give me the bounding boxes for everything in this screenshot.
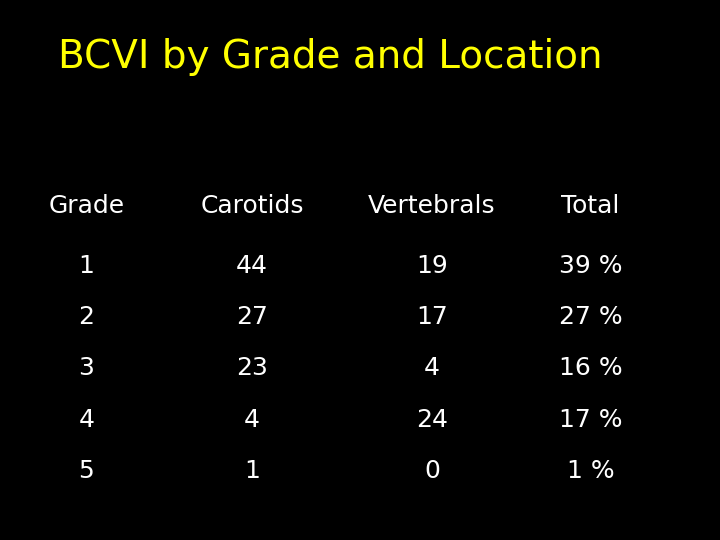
Text: 19: 19 <box>416 254 448 278</box>
Text: 39 %: 39 % <box>559 254 622 278</box>
Text: 17 %: 17 % <box>559 408 622 431</box>
Text: Carotids: Carotids <box>200 194 304 218</box>
Text: 23: 23 <box>236 356 268 380</box>
Text: 44: 44 <box>236 254 268 278</box>
Text: Total: Total <box>561 194 620 218</box>
Text: 1: 1 <box>244 459 260 483</box>
Text: 27 %: 27 % <box>559 305 622 329</box>
Text: 2: 2 <box>78 305 94 329</box>
Text: Grade: Grade <box>48 194 125 218</box>
Text: 1 %: 1 % <box>567 459 614 483</box>
Text: 4: 4 <box>424 356 440 380</box>
Text: 17: 17 <box>416 305 448 329</box>
Text: 4: 4 <box>78 408 94 431</box>
Text: 3: 3 <box>78 356 94 380</box>
Text: 5: 5 <box>78 459 94 483</box>
Text: Vertebrals: Vertebrals <box>368 194 496 218</box>
Text: 27: 27 <box>236 305 268 329</box>
Text: 16 %: 16 % <box>559 356 622 380</box>
Text: 24: 24 <box>416 408 448 431</box>
Text: BCVI by Grade and Location: BCVI by Grade and Location <box>58 38 602 76</box>
Text: 0: 0 <box>424 459 440 483</box>
Text: 1: 1 <box>78 254 94 278</box>
Text: 4: 4 <box>244 408 260 431</box>
